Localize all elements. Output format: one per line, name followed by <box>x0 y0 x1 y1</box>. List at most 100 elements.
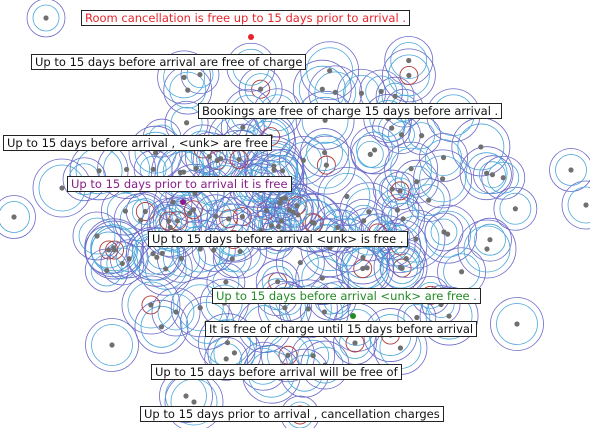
scatter-point <box>371 147 378 153</box>
contour-ring-inner <box>141 295 161 315</box>
scatter-point <box>426 197 432 203</box>
scatter-point <box>150 166 156 172</box>
highlighted-points <box>180 34 356 319</box>
scatter-point <box>240 124 246 130</box>
contour-ring-inner <box>399 65 419 85</box>
scatter-point <box>163 266 169 272</box>
scatter-point <box>213 213 219 219</box>
scatter-point <box>389 125 395 131</box>
scatter-point <box>231 350 238 356</box>
scatter-point <box>322 117 328 123</box>
scatter-point <box>142 208 148 215</box>
scatter-point <box>197 305 203 311</box>
scatter-point <box>398 132 405 138</box>
contour-ring <box>499 192 532 225</box>
scatter-point <box>305 306 311 312</box>
scatter-point <box>500 175 506 181</box>
scatter-point <box>478 144 484 150</box>
highlight-point <box>350 313 356 319</box>
scatter-point <box>514 321 520 327</box>
scatter-point <box>239 214 245 220</box>
scatter-point <box>394 207 401 213</box>
scatter-point <box>319 275 325 281</box>
contour-ring <box>90 254 123 287</box>
scatter-point <box>311 220 317 226</box>
scatter-point <box>119 260 125 267</box>
scatter-point <box>106 247 112 253</box>
scatter-point <box>414 179 420 185</box>
scatter-point <box>178 255 185 261</box>
scatter-point <box>109 342 115 348</box>
scatter-point <box>392 93 398 99</box>
scatter-point <box>583 202 589 208</box>
scatter-point <box>344 193 350 199</box>
scatter-point <box>197 71 203 78</box>
scatter-point <box>413 236 419 242</box>
contour-ring <box>278 279 338 339</box>
scatter-point <box>446 313 452 319</box>
scatter-point <box>319 86 325 92</box>
scatter-point <box>278 196 285 202</box>
label-unk-are-free-green: Up to 15 days before arrival <unk> are f… <box>212 288 481 304</box>
scatter-point <box>258 86 264 92</box>
contour-ring <box>479 161 506 189</box>
contour-ring <box>300 128 349 177</box>
scatter-point <box>364 265 370 271</box>
scatter-point <box>94 233 100 239</box>
contour-ring <box>157 293 195 331</box>
scatter-point <box>123 166 130 173</box>
label-cancellation-charges: Up to 15 days prior to arrival , cancell… <box>140 406 444 422</box>
scatter-point <box>158 324 165 330</box>
contour-ring <box>284 193 344 253</box>
scatter-point <box>285 352 291 358</box>
contour-ring <box>306 134 343 171</box>
scatter-point <box>310 353 316 359</box>
scatter-point <box>278 218 285 224</box>
scatter-point <box>275 223 281 230</box>
contour-ring <box>380 171 420 211</box>
scatter-point <box>297 259 303 266</box>
scatter-point <box>323 162 329 168</box>
scatter-point <box>183 120 190 126</box>
contour-ring <box>567 186 590 224</box>
scatter-point <box>300 157 306 163</box>
contour-ring <box>561 180 590 230</box>
scatter-point <box>181 74 187 80</box>
scatter-point <box>43 15 49 21</box>
scatter-point <box>335 224 341 231</box>
contour-ring <box>424 210 472 258</box>
scatter-point <box>440 154 447 161</box>
scatter-point <box>190 207 196 213</box>
scatter-point <box>218 156 224 162</box>
scatter-point <box>159 250 165 256</box>
scatter-point <box>187 210 193 216</box>
contour-ring <box>85 318 139 372</box>
scatter-point <box>483 170 490 176</box>
scatter-point <box>277 200 283 206</box>
scatter-point <box>263 207 269 214</box>
scatter-point <box>211 247 217 253</box>
scatter-point <box>183 393 189 399</box>
contour-ring <box>459 146 514 201</box>
scatter-point <box>177 169 184 175</box>
contour-ring <box>300 41 360 101</box>
scatter-point <box>282 305 288 311</box>
contour-ring <box>474 223 506 256</box>
scatter-point <box>512 206 518 212</box>
scatter-point <box>96 168 102 174</box>
scatter-point <box>223 356 229 362</box>
contour-ring <box>496 303 538 345</box>
scatter-point <box>223 279 229 285</box>
contour-ring <box>204 337 249 381</box>
scatter-point <box>126 256 132 262</box>
scatter-point <box>226 216 232 222</box>
contour-ring <box>384 141 439 196</box>
scatter-point <box>458 269 465 275</box>
scatter-point <box>11 214 17 220</box>
contour-ring <box>279 198 307 226</box>
contour-ring <box>0 201 30 233</box>
contour-ring-inner <box>183 200 203 220</box>
scatter-point <box>397 264 404 271</box>
label-until-15-days: It is free of charge until 15 days befor… <box>205 321 478 337</box>
contour-ring <box>295 90 355 150</box>
